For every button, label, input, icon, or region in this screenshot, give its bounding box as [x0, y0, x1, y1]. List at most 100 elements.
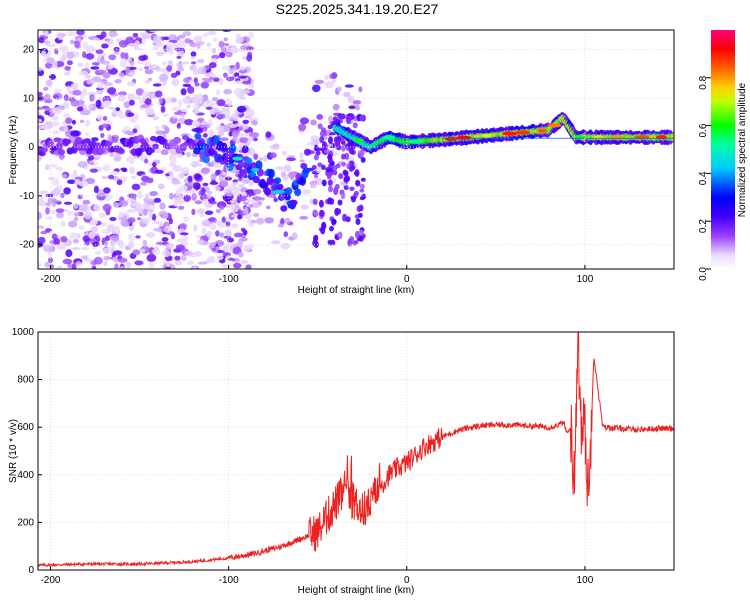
colorbar-tick-label: 0.4	[698, 171, 709, 185]
spectrogram-cell	[283, 164, 292, 172]
spectrogram-cell	[202, 182, 209, 187]
spectrogram-cell	[333, 186, 339, 195]
spectrogram-cell	[312, 84, 321, 93]
spectrogram-cell	[193, 224, 198, 232]
spectrogram-cell	[68, 220, 78, 228]
spectrogram-cell	[317, 123, 323, 130]
spectrogram-cell	[481, 133, 493, 138]
spectrogram-cell	[108, 32, 119, 37]
spectrogram-cell	[355, 105, 360, 111]
spectrogram-cell	[246, 54, 253, 62]
snr-y-axis-label: SNR (10 * v/v)	[8, 419, 19, 483]
spectrogram-cell	[225, 221, 231, 227]
spectrogram-cell	[240, 227, 246, 232]
spectrogram-cell	[237, 75, 248, 79]
spectrogram-cell	[253, 137, 258, 142]
spectrogram-cell	[317, 162, 323, 168]
spectrogram-cell	[86, 78, 96, 85]
spectrogram-cell	[194, 82, 200, 87]
snr-y-tick-label: 400	[17, 470, 34, 481]
spectrogram-cell	[154, 125, 160, 131]
spectrogram-cell	[353, 190, 359, 197]
spectrogram-cell	[343, 91, 351, 97]
spectrogram-cell	[45, 202, 52, 207]
spectrogram-cell	[346, 116, 351, 125]
spectrogram-cell	[171, 181, 181, 185]
spectrogram-cell	[137, 217, 141, 221]
spectrogram-cell	[89, 168, 98, 173]
spectrogram-cell	[153, 227, 162, 232]
spectrogram-cell	[218, 40, 225, 48]
spectrogram-cell	[173, 136, 181, 145]
spectrogram-cell	[281, 170, 286, 178]
spectrogram-cell	[182, 31, 192, 36]
spectrogram-cell	[278, 223, 284, 228]
spectrogram-cell	[127, 209, 134, 213]
spectrogram-cell	[215, 230, 220, 237]
spectrogram-cell	[182, 61, 190, 65]
spectrogram-cell	[64, 65, 71, 71]
spectrogram-cell	[210, 173, 217, 181]
spectrogram-cell	[220, 107, 227, 114]
spectrogram-cell	[223, 164, 228, 173]
spectrogram-cell	[335, 139, 341, 148]
spectrogram-cell	[53, 88, 62, 94]
spectrogram-cell	[101, 175, 109, 180]
spectrogram-cell	[200, 167, 211, 174]
spectrogram-cell	[191, 120, 201, 127]
spectrogram-cell	[56, 244, 66, 250]
spectrogram-cell	[359, 188, 365, 193]
spectrogram-cell	[53, 238, 60, 246]
spectrogram-cell	[165, 173, 170, 177]
spectrogram-cell	[170, 264, 176, 269]
chart-title: S225.2025.341.19.20.E27	[276, 1, 439, 17]
spectrogram-cell	[241, 177, 251, 185]
spectrogram-cell	[88, 104, 94, 109]
spectrogram-cell	[231, 258, 236, 262]
spectrogram-cell	[197, 261, 208, 265]
spectrogram-cell	[84, 61, 89, 70]
spectrogram-cell	[254, 195, 261, 202]
spectrogram-cell	[54, 48, 59, 55]
spectrogram-cell	[42, 244, 52, 248]
spectrogram-cell	[71, 263, 77, 269]
spectrogram-cell	[332, 103, 340, 111]
spectrogram-cell	[149, 191, 158, 196]
spectrogram-cell	[212, 37, 218, 43]
spectrogram-cell	[241, 145, 249, 154]
spectrogram-cell	[78, 99, 84, 107]
spectrogram-cell	[132, 249, 141, 256]
spectrogram-cell	[241, 133, 249, 137]
spectrogram-cell	[146, 232, 156, 238]
spectrogram-cell	[103, 187, 111, 194]
colorbar-tick-label: 0.2	[698, 219, 709, 233]
spectrogram-cell	[231, 181, 240, 185]
spectrogram-cell	[228, 131, 233, 137]
spectrogram-cell	[354, 169, 360, 177]
spectrogram-cell	[176, 55, 182, 60]
spectrogram-cell	[45, 216, 53, 220]
spectrogram-cell	[119, 60, 127, 68]
spectrogram-cell	[537, 128, 547, 133]
spectrogram-cell	[132, 128, 138, 134]
spectrogram-cell	[263, 154, 268, 163]
spectrogram-cell	[125, 261, 132, 269]
spectrogram-cell	[233, 232, 243, 238]
spectrogram-cell	[139, 32, 150, 37]
spectrogram-cell	[100, 31, 107, 39]
spectrogram-cell	[151, 213, 157, 221]
spectrogram-cell	[222, 245, 228, 253]
spectrogram-cell	[46, 44, 56, 48]
snr-x-tick-label: 0	[404, 575, 410, 586]
spectrogram-cell	[354, 138, 364, 143]
spectrogram-cell	[234, 202, 240, 207]
spectrogram-cell	[109, 152, 114, 157]
spectrogram-cell	[243, 206, 249, 214]
spectrogram-cell	[272, 143, 280, 149]
spectrogram-cell	[208, 129, 215, 137]
spectrogram-cell	[129, 166, 135, 175]
spectrogram-cell	[290, 199, 298, 207]
spectrogram-cell	[327, 197, 333, 205]
spectrogram-cell	[39, 196, 44, 202]
